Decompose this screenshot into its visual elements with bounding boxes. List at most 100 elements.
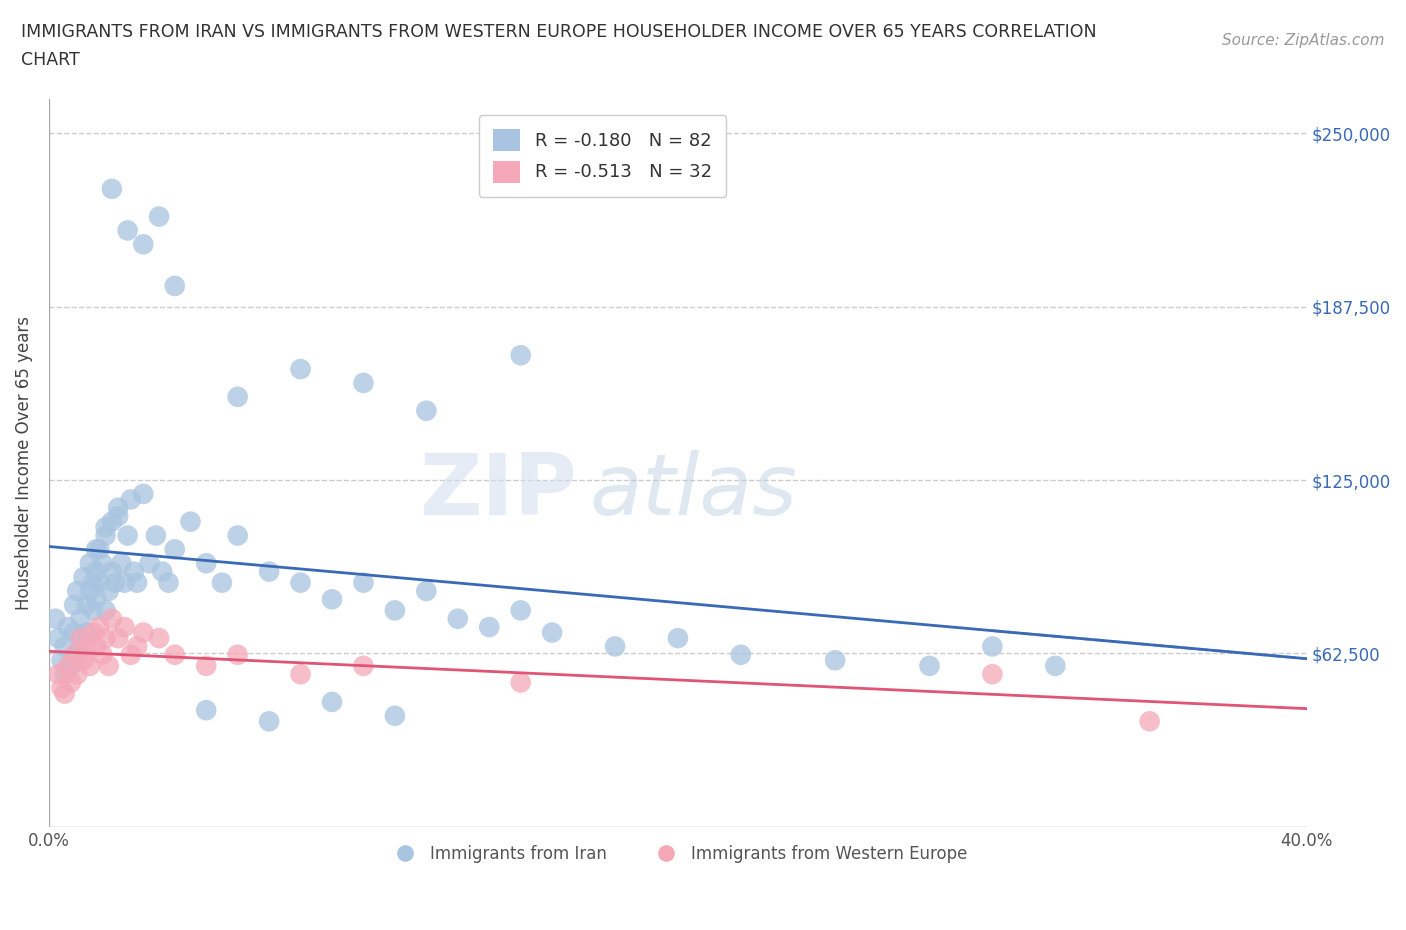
Point <box>84 591 107 606</box>
Point <box>145 528 167 543</box>
Point <box>666 631 689 645</box>
Point <box>66 667 89 682</box>
Point <box>97 583 120 598</box>
Point <box>117 223 139 238</box>
Point <box>290 667 312 682</box>
Point <box>226 647 249 662</box>
Text: ZIP: ZIP <box>419 450 578 533</box>
Point <box>290 576 312 591</box>
Point <box>125 576 148 591</box>
Point <box>101 611 124 626</box>
Point <box>163 278 186 293</box>
Point <box>415 404 437 418</box>
Point <box>69 611 91 626</box>
Point <box>226 390 249 405</box>
Point <box>163 542 186 557</box>
Point <box>179 514 201 529</box>
Point <box>84 565 107 579</box>
Point <box>120 492 142 507</box>
Point <box>148 209 170 224</box>
Point <box>150 565 173 579</box>
Point <box>66 647 89 662</box>
Point <box>63 647 86 662</box>
Point <box>114 619 136 634</box>
Point <box>79 556 101 571</box>
Point <box>63 625 86 640</box>
Point <box>89 619 111 634</box>
Point <box>82 625 104 640</box>
Point <box>163 647 186 662</box>
Point <box>509 348 531 363</box>
Point <box>120 647 142 662</box>
Point <box>321 695 343 710</box>
Point <box>114 576 136 591</box>
Point <box>157 576 180 591</box>
Point <box>509 675 531 690</box>
Point <box>76 639 98 654</box>
Point <box>101 181 124 196</box>
Point <box>132 486 155 501</box>
Point <box>79 583 101 598</box>
Point <box>89 542 111 557</box>
Point <box>148 631 170 645</box>
Point <box>981 667 1004 682</box>
Point <box>69 631 91 645</box>
Point <box>509 603 531 618</box>
Point <box>478 619 501 634</box>
Point <box>59 675 82 690</box>
Point <box>104 576 127 591</box>
Point <box>94 631 117 645</box>
Point <box>195 703 218 718</box>
Point <box>981 639 1004 654</box>
Point <box>59 658 82 673</box>
Point <box>541 625 564 640</box>
Point <box>51 681 73 696</box>
Point <box>447 611 470 626</box>
Text: IMMIGRANTS FROM IRAN VS IMMIGRANTS FROM WESTERN EUROPE HOUSEHOLDER INCOME OVER 6: IMMIGRANTS FROM IRAN VS IMMIGRANTS FROM … <box>21 23 1097 41</box>
Point <box>824 653 846 668</box>
Point <box>76 597 98 612</box>
Point <box>94 528 117 543</box>
Point <box>211 576 233 591</box>
Point <box>91 647 114 662</box>
Point <box>384 709 406 724</box>
Point <box>76 625 98 640</box>
Point <box>91 556 114 571</box>
Point <box>97 658 120 673</box>
Point <box>730 647 752 662</box>
Point <box>195 556 218 571</box>
Point <box>56 658 79 673</box>
Point <box>138 556 160 571</box>
Point <box>918 658 941 673</box>
Point <box>353 376 375 391</box>
Point <box>66 583 89 598</box>
Point <box>195 658 218 673</box>
Point <box>107 631 129 645</box>
Legend: Immigrants from Iran, Immigrants from Western Europe: Immigrants from Iran, Immigrants from We… <box>382 838 974 870</box>
Point <box>53 639 76 654</box>
Point <box>1139 714 1161 729</box>
Point <box>51 653 73 668</box>
Point <box>122 565 145 579</box>
Point <box>82 603 104 618</box>
Text: Source: ZipAtlas.com: Source: ZipAtlas.com <box>1222 33 1385 47</box>
Point <box>69 639 91 654</box>
Point <box>321 591 343 606</box>
Y-axis label: Householder Income Over 65 years: Householder Income Over 65 years <box>15 315 32 610</box>
Point <box>1045 658 1067 673</box>
Point <box>72 570 94 585</box>
Point <box>353 576 375 591</box>
Point <box>290 362 312 377</box>
Point <box>84 542 107 557</box>
Point <box>117 528 139 543</box>
Point <box>94 603 117 618</box>
Point <box>384 603 406 618</box>
Point <box>603 639 626 654</box>
Point <box>44 611 66 626</box>
Point <box>107 500 129 515</box>
Point <box>72 653 94 668</box>
Point <box>48 631 70 645</box>
Point <box>257 565 280 579</box>
Point <box>110 556 132 571</box>
Point <box>415 583 437 598</box>
